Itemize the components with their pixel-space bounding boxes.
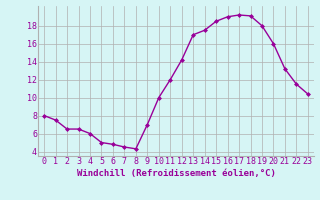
X-axis label: Windchill (Refroidissement éolien,°C): Windchill (Refroidissement éolien,°C) <box>76 169 276 178</box>
